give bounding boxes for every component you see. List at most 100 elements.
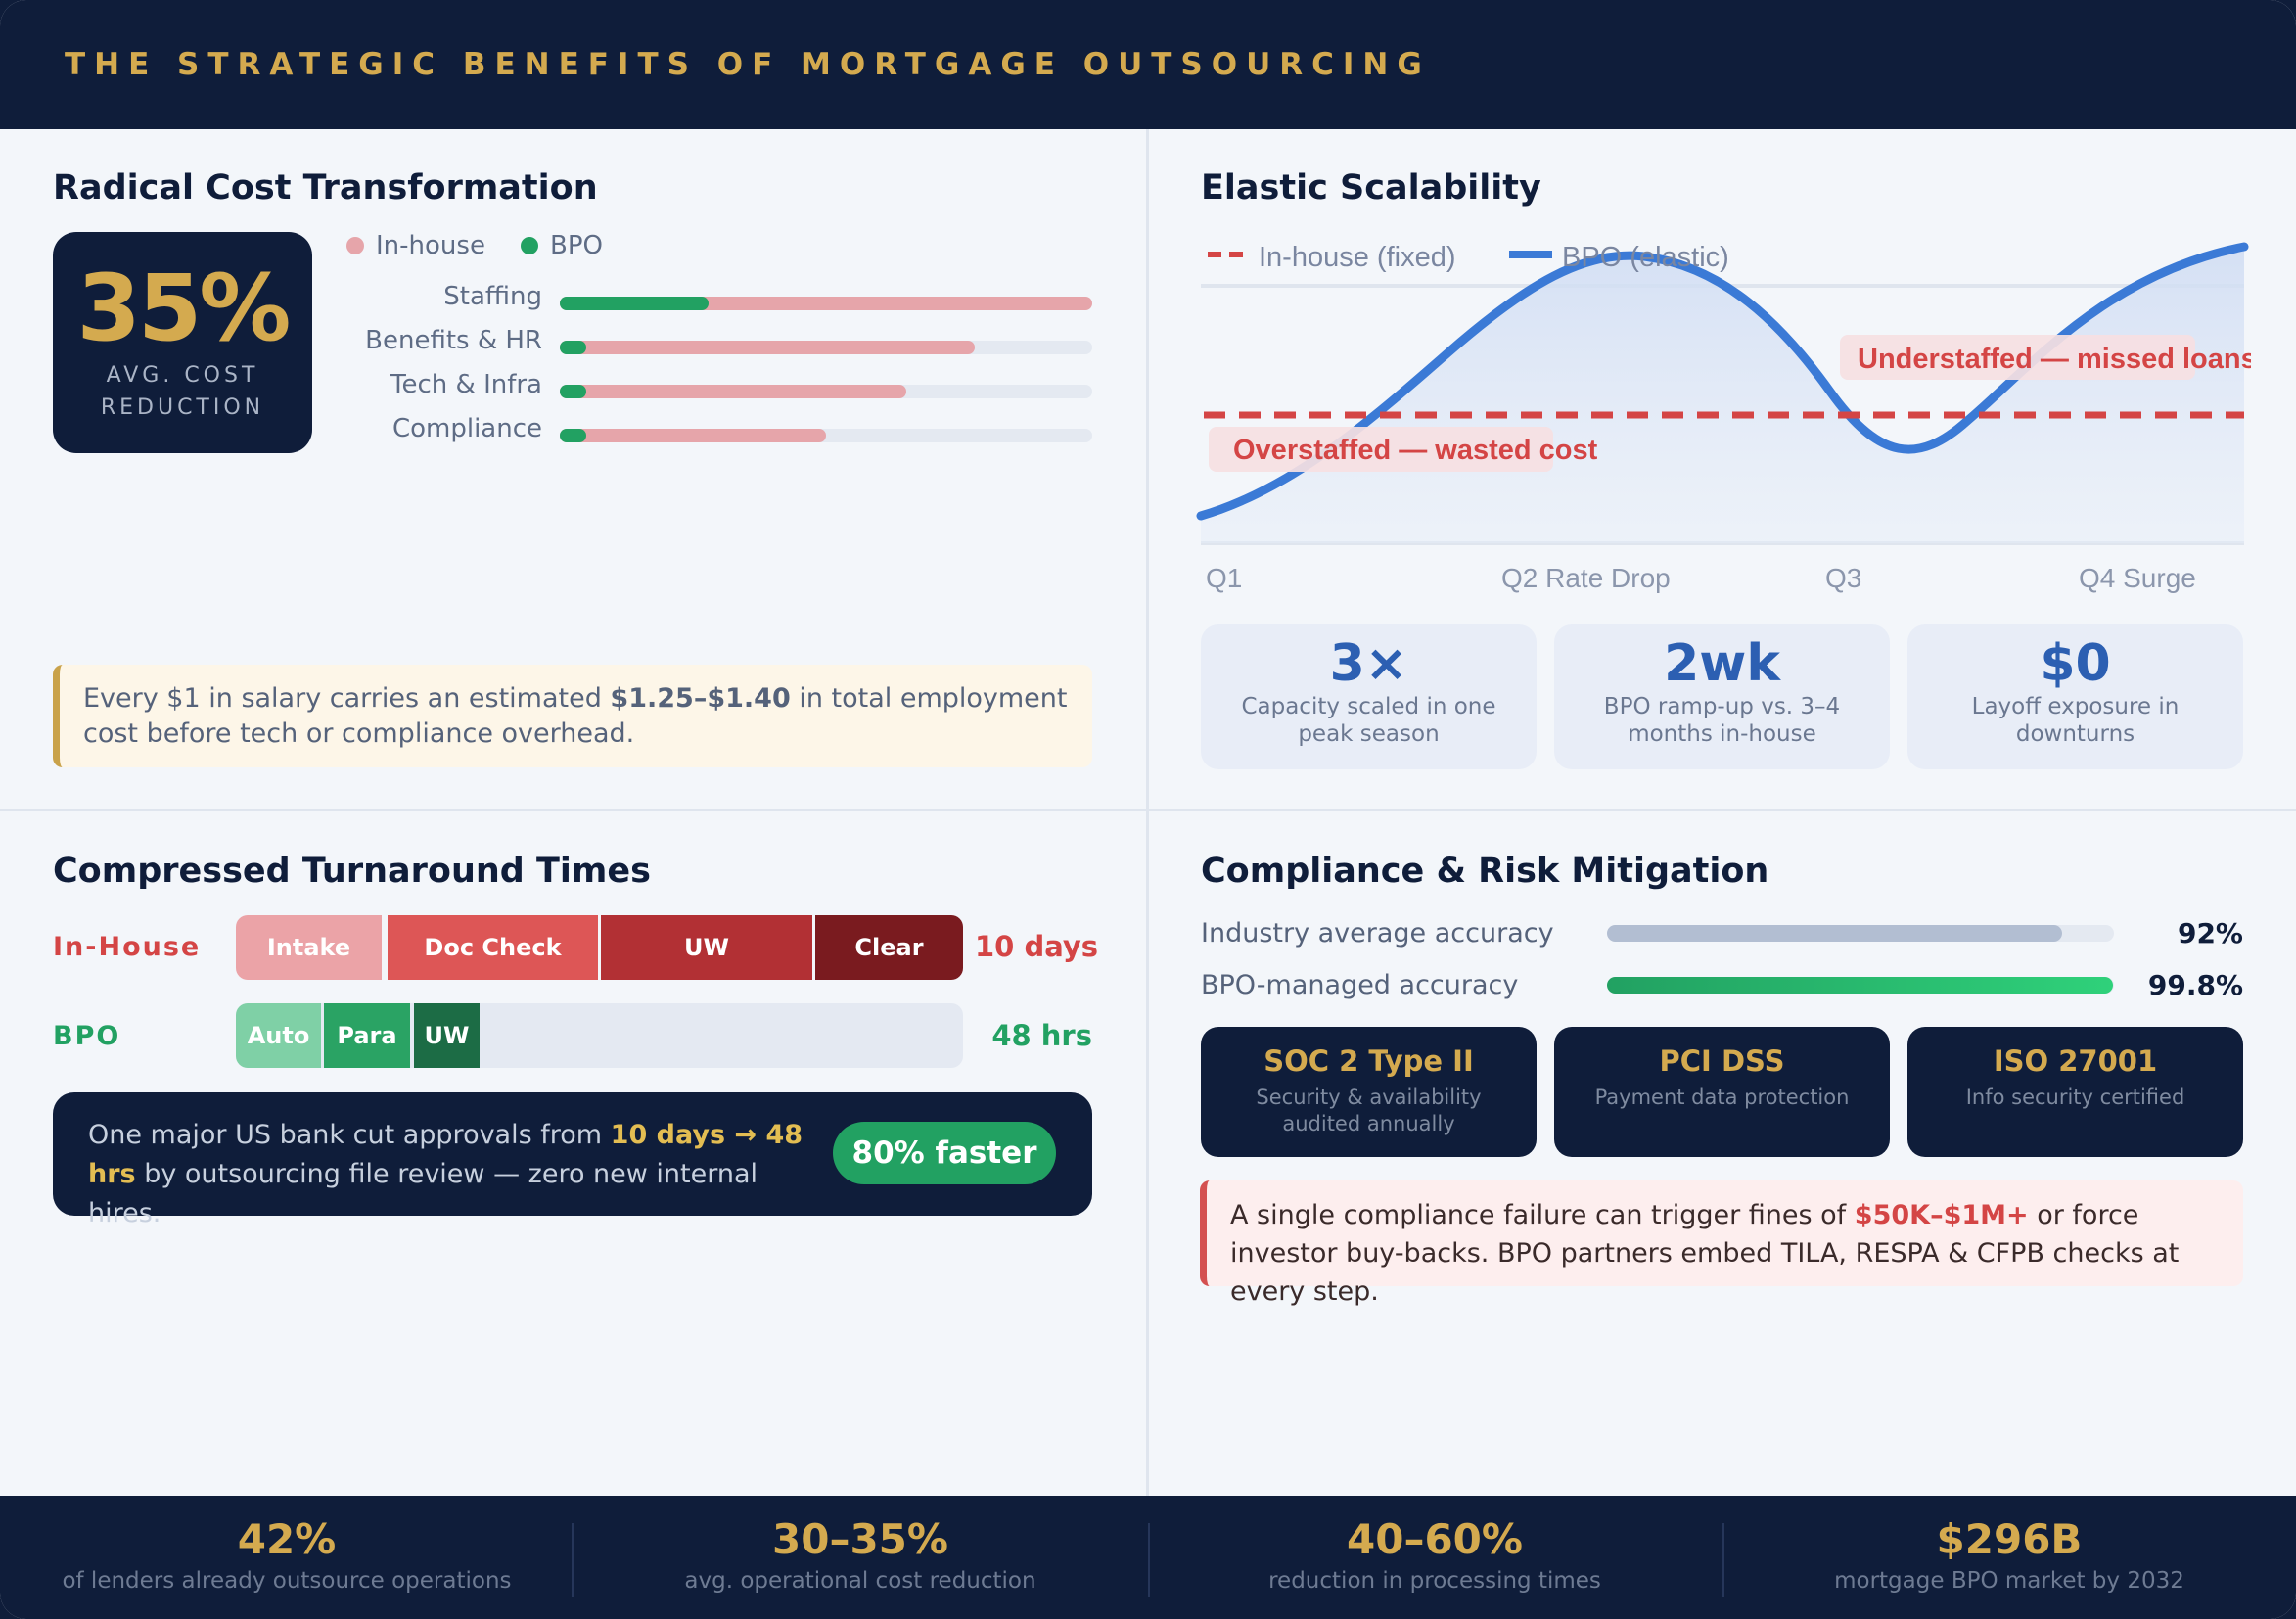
cost-section-title: Radical Cost Transformation bbox=[53, 168, 598, 208]
segment-intake: Intake bbox=[236, 915, 382, 980]
footer-stat-market: $296B mortgage BPO market by 2032 bbox=[1722, 1496, 2296, 1619]
compliance-section-title: Compliance & Risk Mitigation bbox=[1201, 852, 1769, 891]
stat-card-layoff: $0 Layoff exposure in downturns bbox=[1907, 624, 2243, 769]
bpo-accuracy-value: 99.8% bbox=[2147, 969, 2243, 1001]
cost-row-label: Benefits & HR bbox=[365, 326, 542, 355]
stat-card-value: 2wk bbox=[1664, 634, 1780, 693]
warning-text-end: or force investor buy-backs. BPO partner… bbox=[1230, 1200, 2180, 1307]
cost-row-label: Tech & Infra bbox=[390, 370, 542, 399]
legend-bpo-label: BPO bbox=[550, 231, 603, 260]
x-label-q2: Q2 Rate Drop bbox=[1501, 563, 1671, 593]
legend-bpo: BPO bbox=[521, 231, 603, 260]
cert-name: ISO 27001 bbox=[1993, 1044, 2158, 1078]
bpo-elastic-area bbox=[1201, 247, 2244, 543]
cost-reduction-stat: 35% AVG. COST REDUCTION bbox=[53, 232, 312, 453]
bpo-accuracy-label: BPO-managed accuracy bbox=[1201, 970, 1519, 1000]
footer-stat-cost: 30–35% avg. operational cost reduction bbox=[574, 1496, 1147, 1619]
stat-card-desc: Capacity scaled in one peak season bbox=[1241, 694, 1496, 747]
footer-stat-value: 42% bbox=[237, 1515, 337, 1563]
callout-highlight: 10 days → 48 hrs bbox=[88, 1120, 804, 1189]
footer-divider bbox=[1148, 1523, 1150, 1597]
footer-stat-value: 30–35% bbox=[772, 1515, 948, 1563]
stat-card-value: $0 bbox=[2040, 634, 2111, 693]
cost-row-track bbox=[560, 429, 1092, 442]
footer-stat-label: avg. operational cost reduction bbox=[684, 1568, 1036, 1594]
footer-divider bbox=[1722, 1523, 1724, 1597]
callout-text-end: by outsourcing file review — zero new in… bbox=[88, 1159, 758, 1228]
segment-clear: Clear bbox=[815, 915, 963, 980]
industry-accuracy-value: 92% bbox=[2177, 917, 2243, 949]
x-label-q3: Q3 bbox=[1825, 563, 1861, 593]
compliance-warning: A single compliance failure can trigger … bbox=[1200, 1180, 2243, 1307]
footer-stat-label: reduction in processing times bbox=[1268, 1568, 1601, 1594]
scalability-chart: In-house (fixed) BPO (elastic) Understaf… bbox=[1196, 242, 2251, 593]
footer-stat-value: $296B bbox=[1936, 1515, 2083, 1563]
cert-pci-dss: PCI DSS Payment data protection bbox=[1554, 1027, 1890, 1157]
footer-stat-label: of lenders already outsource operations bbox=[62, 1568, 512, 1594]
footer-stat-processing: 40–60% reduction in processing times bbox=[1148, 1496, 1722, 1619]
turnaround-callout: One major US bank cut approvals from 10 … bbox=[53, 1092, 1092, 1228]
bpo-row-label: BPO bbox=[53, 1021, 121, 1051]
bpo-accuracy-track bbox=[1607, 977, 2114, 994]
cost-reduction-label: AVG. COST REDUCTION bbox=[100, 363, 265, 420]
turnaround-section-title: Compressed Turnaround Times bbox=[53, 852, 651, 891]
legend-inhouse-label: In-house bbox=[376, 231, 485, 260]
page-title: THE STRATEGIC BENEFITS OF MORTGAGE OUTSO… bbox=[65, 47, 1431, 82]
bpo-time: 48 hrs bbox=[991, 1019, 1092, 1052]
inhouse-row-label: In-House bbox=[53, 932, 202, 962]
vertical-divider bbox=[1146, 129, 1149, 1496]
overstaffed-label: Overstaffed — wasted cost bbox=[1233, 435, 1598, 466]
inhouse-timeline: Intake Doc Check UW Clear bbox=[236, 915, 963, 980]
overstaffed-tag-bg bbox=[1209, 427, 1553, 472]
cost-reduction-value: 35% bbox=[76, 255, 292, 362]
industry-accuracy-track bbox=[1607, 925, 2114, 942]
cert-iso27001: ISO 27001 Info security certified bbox=[1907, 1027, 2243, 1157]
legend-elastic-label: BPO (elastic) bbox=[1562, 242, 1729, 273]
cost-row-label: Compliance bbox=[391, 414, 542, 443]
stat-card-desc: BPO ramp-up vs. 3–4 months in-house bbox=[1603, 694, 1841, 747]
header-bar: THE STRATEGIC BENEFITS OF MORTGAGE OUTSO… bbox=[0, 0, 2296, 129]
callout-text-start: One major US bank cut approvals from bbox=[88, 1120, 611, 1150]
cost-row-track bbox=[560, 297, 1092, 310]
footer-stat-lenders: 42% of lenders already outsource operati… bbox=[0, 1496, 574, 1619]
inhouse-cost-bar bbox=[560, 429, 826, 442]
cost-row-label: Staffing bbox=[443, 282, 542, 311]
cost-row-track bbox=[560, 385, 1092, 398]
inhouse-cost-bar bbox=[560, 385, 906, 398]
legend-inhouse: In-house bbox=[346, 231, 485, 260]
footer-stat-label: mortgage BPO market by 2032 bbox=[1834, 1568, 2184, 1594]
bpo-cost-bar bbox=[560, 341, 587, 354]
legend-inhouse-swatch bbox=[346, 237, 364, 254]
horizontal-divider bbox=[0, 809, 2296, 811]
understaffed-label: Understaffed — missed loans bbox=[1858, 344, 2251, 375]
cert-desc: Security & availability audited annually bbox=[1256, 1086, 1482, 1135]
warning-text-start: A single compliance failure can trigger … bbox=[1230, 1200, 1855, 1230]
stat-card-desc: Layoff exposure in downturns bbox=[1971, 694, 2180, 747]
cert-soc2: SOC 2 Type II Security & availability au… bbox=[1201, 1027, 1537, 1157]
understaffed-tag-bg bbox=[1840, 335, 2195, 380]
segment-auto: Auto bbox=[236, 1003, 321, 1068]
industry-accuracy-label: Industry average accuracy bbox=[1201, 918, 1554, 948]
cost-note-text: Every $1 in salary carries an estimated bbox=[83, 683, 611, 714]
cost-note-text-end: in total employment cost before tech or … bbox=[83, 683, 1068, 749]
scalability-section-title: Elastic Scalability bbox=[1201, 168, 1541, 208]
segment-uw-bpo: UW bbox=[414, 1003, 480, 1068]
bpo-cost-bar bbox=[560, 297, 710, 310]
footer-divider bbox=[572, 1523, 574, 1597]
stat-card-value: 3× bbox=[1329, 634, 1408, 693]
cert-name: SOC 2 Type II bbox=[1263, 1044, 1474, 1078]
inhouse-cost-bar bbox=[560, 341, 976, 354]
inhouse-time: 10 days bbox=[975, 930, 1099, 963]
x-label-q4: Q4 Surge bbox=[2079, 563, 2196, 593]
segment-uw: UW bbox=[601, 915, 812, 980]
legend-fixed-label: In-house (fixed) bbox=[1259, 242, 1456, 273]
legend-bpo-swatch bbox=[521, 237, 538, 254]
stat-card-rampup: 2wk BPO ramp-up vs. 3–4 months in-house bbox=[1554, 624, 1890, 769]
bpo-timeline: Auto Para UW bbox=[236, 1003, 963, 1068]
bpo-cost-bar bbox=[560, 429, 587, 442]
cost-row-track bbox=[560, 341, 1092, 354]
cert-name: PCI DSS bbox=[1659, 1044, 1785, 1078]
segment-doc-check: Doc Check bbox=[388, 915, 598, 980]
footer-stat-value: 40–60% bbox=[1347, 1515, 1523, 1563]
